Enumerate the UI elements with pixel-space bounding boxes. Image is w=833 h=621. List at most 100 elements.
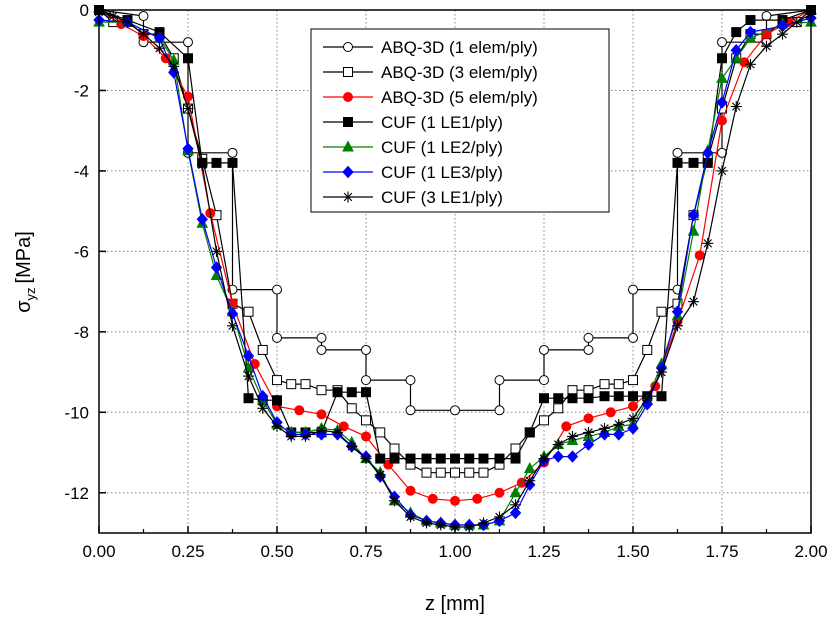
data-point [138, 11, 149, 22]
asterisk-stroke [628, 414, 638, 423]
data-point [477, 517, 489, 529]
legend-label: CUF (1 LE1/ply) [381, 113, 503, 132]
asterisk-stroke [317, 426, 326, 435]
asterisk-stroke [390, 496, 399, 506]
data-point [121, 16, 133, 28]
data-point [628, 391, 638, 402]
legend-label: ABQ-3D (1 elem/ply) [381, 38, 538, 57]
data-point [642, 344, 653, 355]
data-point [553, 403, 564, 414]
asterisk-stroke [139, 29, 148, 39]
data-point [717, 37, 727, 48]
x-tick-label: 2.00 [794, 542, 827, 561]
asterisk-stroke [495, 512, 504, 522]
data-point [494, 511, 505, 523]
data-point [361, 387, 371, 398]
asterisk-stroke [673, 321, 682, 331]
data-point [523, 462, 536, 474]
asterisk-stroke [717, 166, 727, 176]
data-point [361, 415, 371, 426]
data-point [656, 306, 667, 317]
data-point [687, 208, 700, 222]
data-point [346, 387, 357, 398]
y-tick-label: -8 [74, 323, 89, 342]
asterisk-stroke [614, 420, 623, 429]
asterisk-stroke [465, 522, 474, 532]
data-point [539, 393, 549, 404]
data-point [374, 469, 386, 481]
data-point [628, 284, 638, 295]
data-point [494, 405, 505, 416]
data-point [257, 402, 269, 414]
data-point [435, 519, 447, 531]
asterisk-stroke [343, 192, 353, 202]
asterisk-stroke [212, 247, 221, 256]
data-point [427, 493, 438, 504]
asterisk-stroke [568, 432, 577, 441]
data-point [316, 424, 327, 436]
data-point [583, 426, 594, 438]
data-point [628, 332, 638, 343]
data-point [316, 385, 327, 396]
data-point [271, 420, 283, 432]
x-tick-label: 0.50 [260, 542, 293, 561]
asterisk-stroke [244, 371, 253, 381]
legend-marker [343, 42, 353, 52]
data-point [613, 418, 625, 430]
asterisk-stroke [539, 454, 549, 463]
data-point [272, 332, 282, 343]
series-layer [93, 5, 817, 533]
data-point [182, 103, 194, 115]
data-point [405, 405, 416, 416]
x-tick-label: 1.00 [438, 542, 471, 561]
data-point [730, 101, 742, 113]
asterisk-stroke [301, 432, 310, 441]
data-point [538, 453, 550, 465]
asterisk-stroke [762, 41, 771, 51]
data-point [539, 415, 549, 426]
asterisk-stroke [792, 17, 801, 27]
y-tick-label: -2 [74, 81, 89, 100]
data-point [627, 422, 639, 435]
data-point [761, 40, 772, 52]
data-point [375, 453, 386, 464]
data-point [182, 142, 194, 156]
data-point [450, 495, 460, 506]
data-point [421, 453, 432, 464]
data-point [227, 320, 238, 332]
legend-label: CUF (3 LE1/ply) [381, 188, 503, 207]
data-point [196, 212, 208, 226]
data-point [227, 147, 238, 158]
data-point [672, 157, 683, 168]
legend-label: CUF (1 LE2/ply) [381, 138, 503, 157]
x-tick-label: 0.25 [171, 542, 204, 561]
data-point [361, 344, 371, 355]
data-point [671, 305, 684, 318]
data-point [421, 467, 432, 478]
data-point [361, 431, 371, 442]
data-point [510, 453, 521, 464]
asterisk-stroke [155, 43, 164, 53]
data-point [243, 393, 254, 404]
asterisk-stroke [689, 297, 698, 306]
legend-marker [342, 140, 354, 152]
data-point [450, 453, 460, 464]
legend-box [310, 28, 610, 213]
data-point [539, 375, 549, 386]
asterisk-stroke [406, 512, 415, 522]
data-point [196, 159, 208, 171]
data-point [316, 409, 327, 420]
y-axis-label-main: σ [13, 300, 35, 313]
data-point [389, 453, 400, 464]
asterisk-stroke [436, 520, 445, 530]
data-point [744, 25, 757, 39]
data-point [672, 147, 683, 158]
x-axis-label: z [mm] [425, 593, 485, 615]
data-point [405, 511, 416, 523]
data-point [211, 157, 222, 168]
data-point [777, 28, 789, 40]
data-point [272, 375, 282, 386]
data-point [388, 495, 400, 507]
data-point [346, 403, 357, 414]
data-point [688, 296, 700, 308]
